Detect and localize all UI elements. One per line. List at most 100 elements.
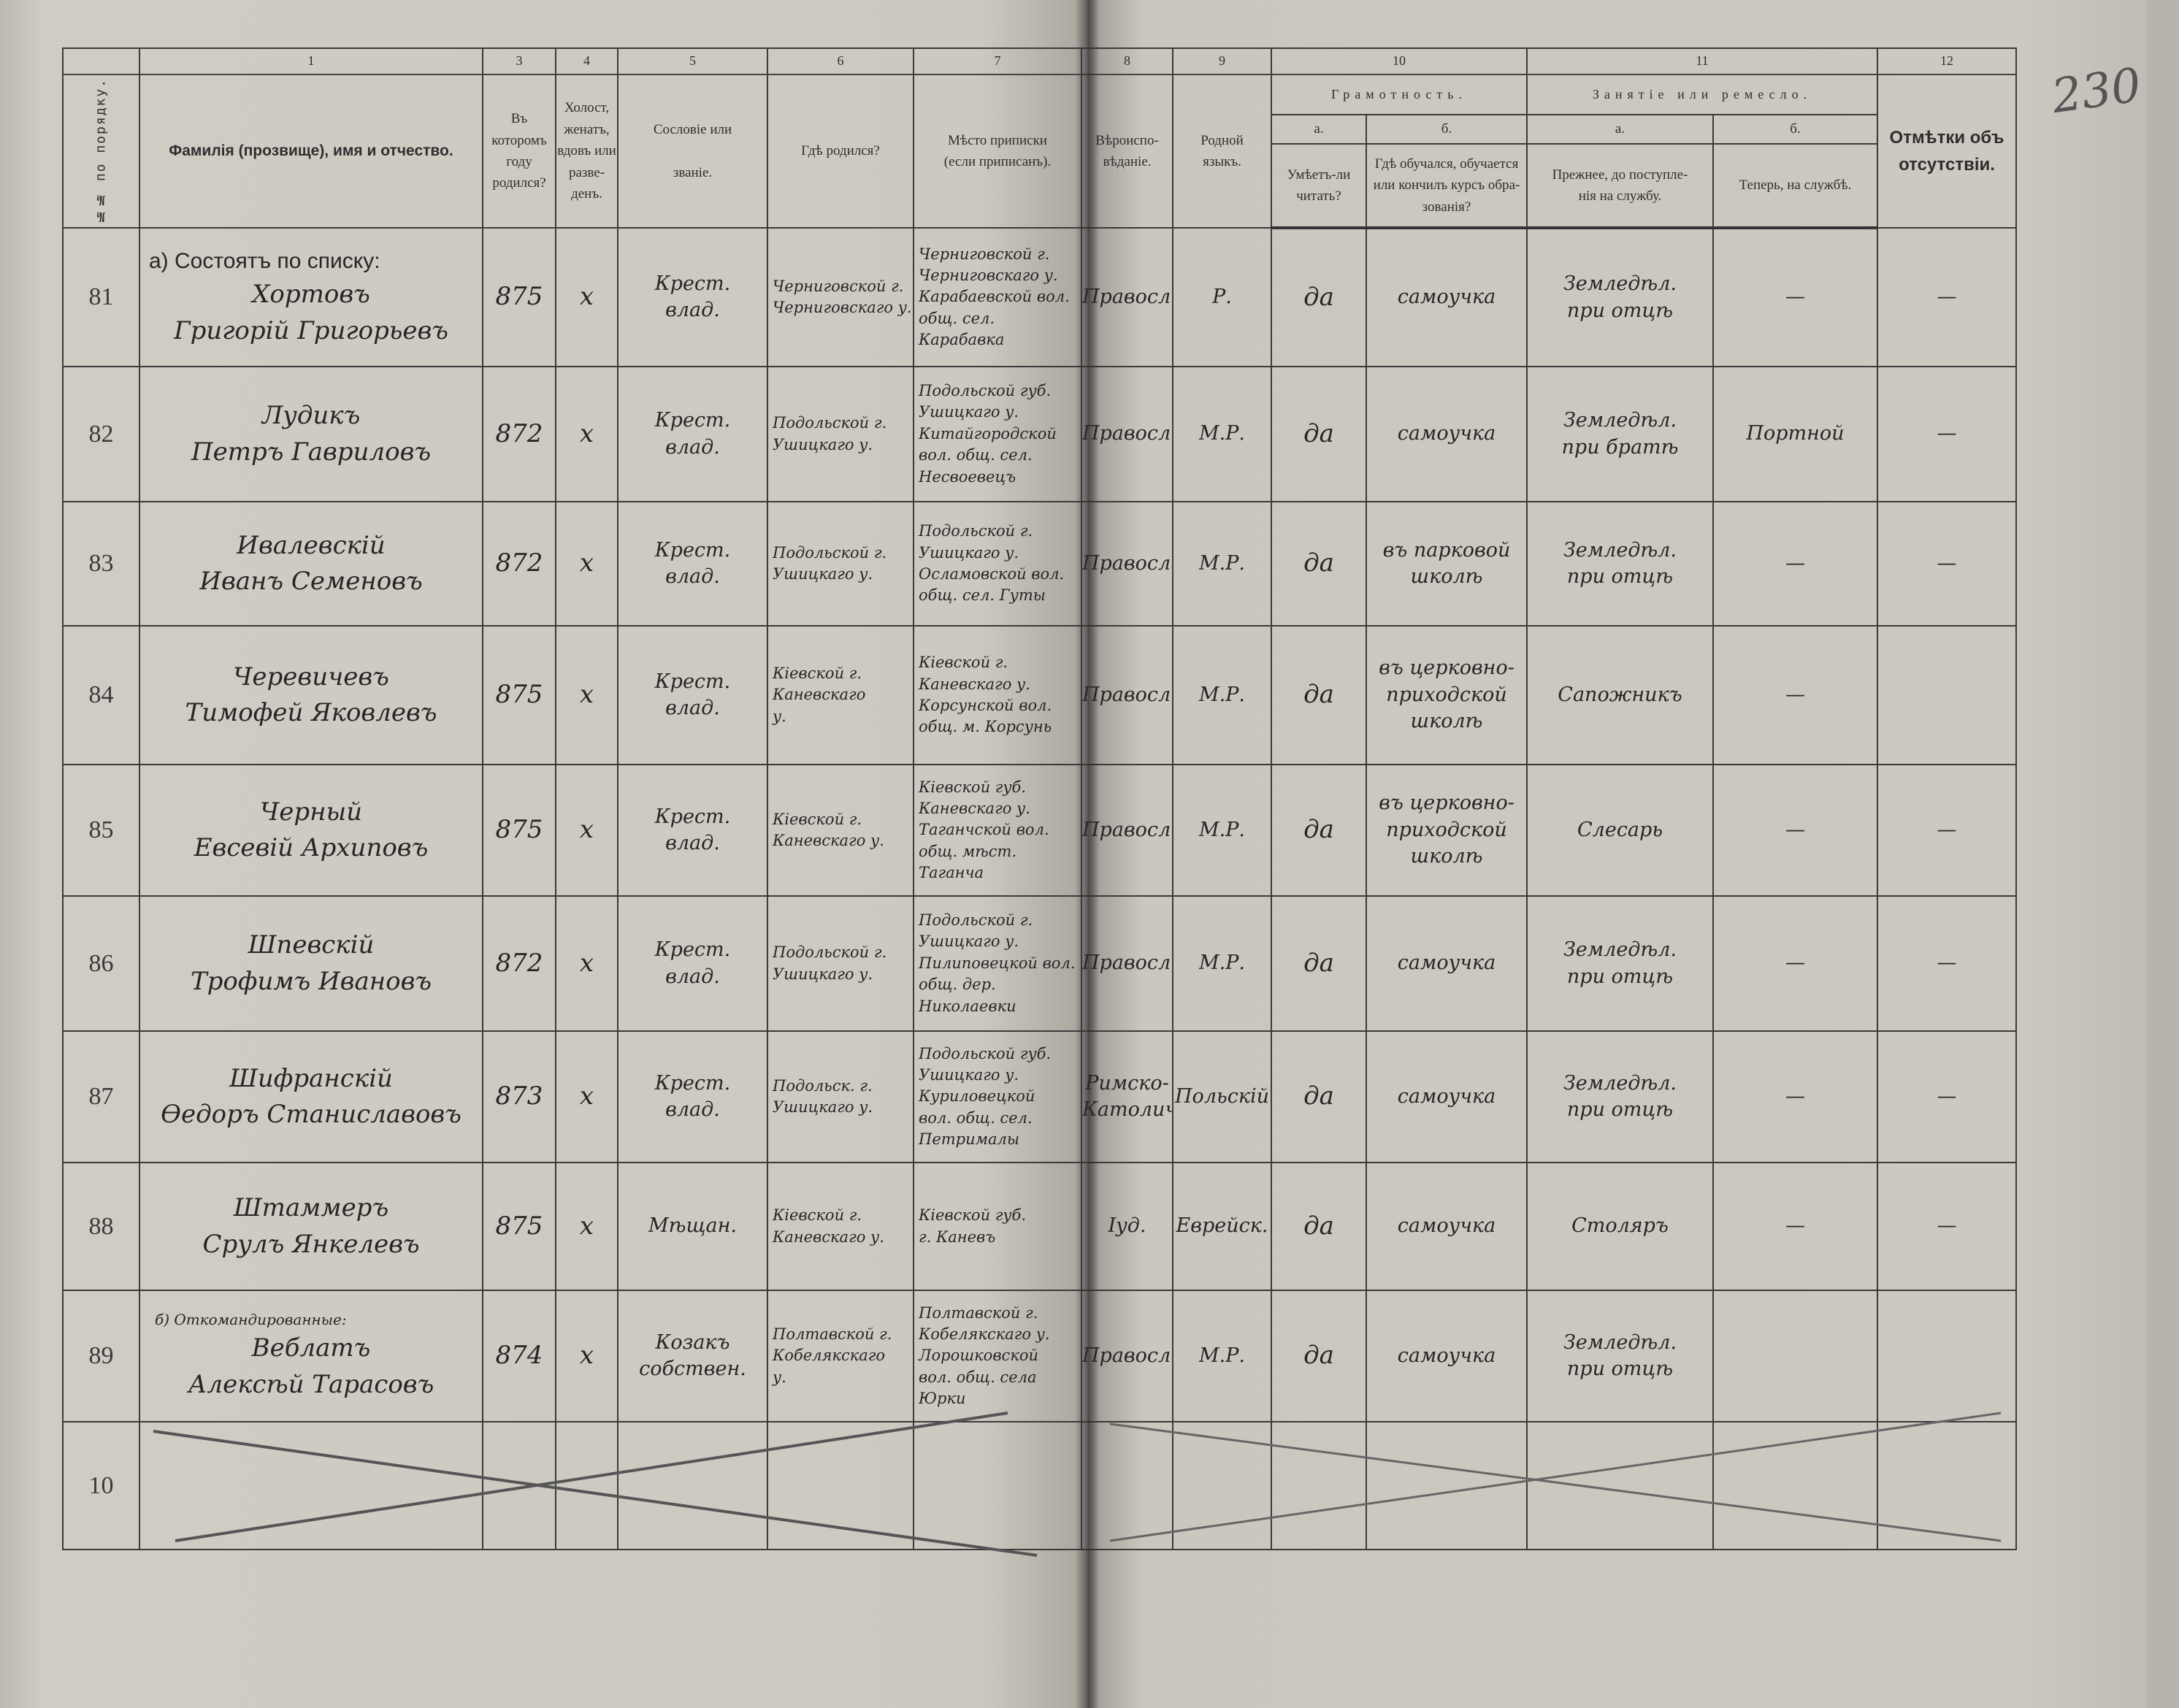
row-number-value: 84 [88,681,114,709]
cell-row-number: 86 [62,895,140,1032]
cell-person-name: Лудикъ Петръ Гавриловъ [139,366,483,502]
cell-estate: Крест. влад. [617,227,768,367]
cell-birthplace: Подольской г. Ушицкаго у. [767,895,914,1032]
native-language-value: М.Р. [1199,818,1245,841]
colnum: 10 [1271,47,1528,75]
page-edge [2147,0,2179,1708]
header-birthplace: Гдѣ родился? [767,74,914,229]
previous-occupation-value: Сапожникъ [1558,683,1682,706]
can-read-value: да [1303,1081,1334,1111]
cell-marital-status: х [555,1030,619,1163]
cell-current-occupation [1712,1290,1878,1422]
table-row: 86 Шпевскій Трофимъ Ивановъ 872 х Крест. вла… [62,895,2017,1032]
cell-can-read: да [1271,895,1367,1032]
cell-birthplace: Кіевской г. Каневскаго у. [767,625,914,765]
schooling-value: самоучка [1397,1084,1496,1108]
estate-value: Крест. влад. [654,409,731,459]
cell-remarks: — [1877,501,2017,627]
person-name-value: Ивалевскій Иванъ Семеновъ [199,530,423,596]
previous-occupation-value: Земледѣл. при отцѣ [1563,538,1677,588]
can-read-value: да [1303,418,1334,448]
cell-previous-occupation: Земледѣл. при отцѣ [1526,227,1714,367]
row-number-value: 87 [88,1083,114,1111]
native-language-value: Р. [1212,285,1232,308]
cell-estate: Мѣщан. [617,1162,768,1291]
cell-can-read: да [1271,501,1367,627]
header-row-number: №№ по порядку. [63,74,139,228]
cell-person-name: Шпевскій Трофимъ Ивановъ [139,895,483,1032]
cell-schooling: въ церковно- приходской школѣ [1366,625,1528,765]
cell-remarks: — [1877,1030,2017,1163]
current-occupation-value: — [1785,286,1805,309]
cell-schooling: самоучка [1366,1162,1528,1291]
schooling-value: въ церковно- приходской школѣ [1379,656,1514,733]
cell-registry-place: Кіевской г. Каневскаго у. Корсунской вол… [913,625,1082,765]
cell-native-language: М.Р. [1172,1290,1272,1422]
cell-marital-status: х [555,895,619,1032]
person-name-value: Веблатъ Алексѣй Тарасовъ [188,1333,434,1399]
estate-value: Крест. влад. [654,938,731,988]
colnum: 6 [767,47,914,75]
cell-person-name: Черевичевъ Тимофей Яковлевъ [139,625,483,765]
table-row: 87 Шифранскій Ѳедоръ Станиславовъ 873 х Крес… [62,1030,2017,1163]
cell-current-occupation: — [1712,625,1878,765]
registry-place-value: Кіевской г. Каневскаго у. Корсунской вол… [919,654,1052,736]
cell-current-occupation: Портной [1712,366,1878,502]
remarks-value: — [1937,551,1957,575]
marital-status-value: х [579,680,594,710]
birthplace-value: Подольской г. Ушицкаго у. [773,943,887,983]
header-schooling: Гдѣ обучался, обучается или кончилъ курс… [1366,143,1528,229]
cell-estate: Крест. влад. [617,1030,768,1163]
cell-marital-status [555,1421,619,1550]
estate-value: Крест. влад. [654,538,731,588]
header-name: Фамилія (прозвище), имя и отчество. [139,74,483,229]
estate-value: Крест. влад. [654,670,731,719]
marital-status-value: х [579,1341,594,1371]
cell-marital-status: х [555,366,619,502]
row-number-value: 85 [88,816,114,844]
cell-registry-place: Подольской г. Ушицкаго у. Осламовской во… [913,501,1082,627]
cell-row-number: 89 [62,1290,140,1422]
cell-birthplace [767,1421,914,1550]
registry-place-value: Подольской губ. Ушицкаго у. Куриловецкой… [919,1044,1052,1149]
cell-remarks: — [1877,764,2017,897]
native-language-value: М.Р. [1199,951,1245,975]
header-occupation-a-letter: а. [1526,114,1714,145]
cell-marital-status: х [555,1290,619,1422]
cell-estate [617,1421,768,1550]
cell-row-number: 87 [62,1030,140,1163]
header-remarks: Отмѣтки объ отсутствіи. [1877,74,2017,229]
header-can-read: Умѣетъ-ли читать? [1271,143,1367,229]
birth-year-value: 875 [495,282,543,312]
native-language-value: М.Р. [1199,683,1245,706]
cell-birth-year: 875 [482,625,556,765]
cell-native-language: Польскій [1172,1030,1272,1163]
current-occupation-value: — [1785,683,1805,706]
row-number-value: 83 [88,550,114,578]
marital-status-value: х [579,282,594,312]
birth-year-value: 872 [495,548,543,578]
schooling-value: самоучка [1397,1214,1496,1238]
cell-marital-status: х [555,764,619,897]
row-number-value: 86 [88,949,114,977]
birthplace-value: Полтавской г. Кобелякскаго у. [773,1325,892,1386]
cell-native-language [1172,1421,1272,1550]
row-number-value: 81 [88,283,114,311]
schooling-value: въ церковно- приходской школѣ [1379,792,1514,868]
registry-place-value: Кіевской губ. г. Каневъ [919,1206,1027,1246]
cell-person-name: Черный Евсевій Архиповъ [139,764,483,897]
cell-previous-occupation: Столяръ [1526,1162,1714,1291]
cell-can-read: да [1271,1162,1367,1291]
cell-previous-occupation: Сапожникъ [1526,625,1714,765]
cell-registry-place: Кіевской губ. Каневскаго у. Таганчской в… [913,764,1082,897]
birth-year-value: 875 [495,680,543,710]
can-read-value: да [1303,948,1334,978]
remarks-value: — [1937,818,1957,841]
remarks-value: — [1937,1214,1957,1238]
cell-birth-year: 874 [482,1290,556,1422]
cell-row-number: 10 [62,1421,140,1550]
cell-person-name [139,1421,483,1550]
header-prev-occupation: Прежнее, до поступле- нія на службу. [1526,143,1714,229]
cell-row-number: 85 [62,764,140,897]
cell-birth-year: 872 [482,895,556,1032]
